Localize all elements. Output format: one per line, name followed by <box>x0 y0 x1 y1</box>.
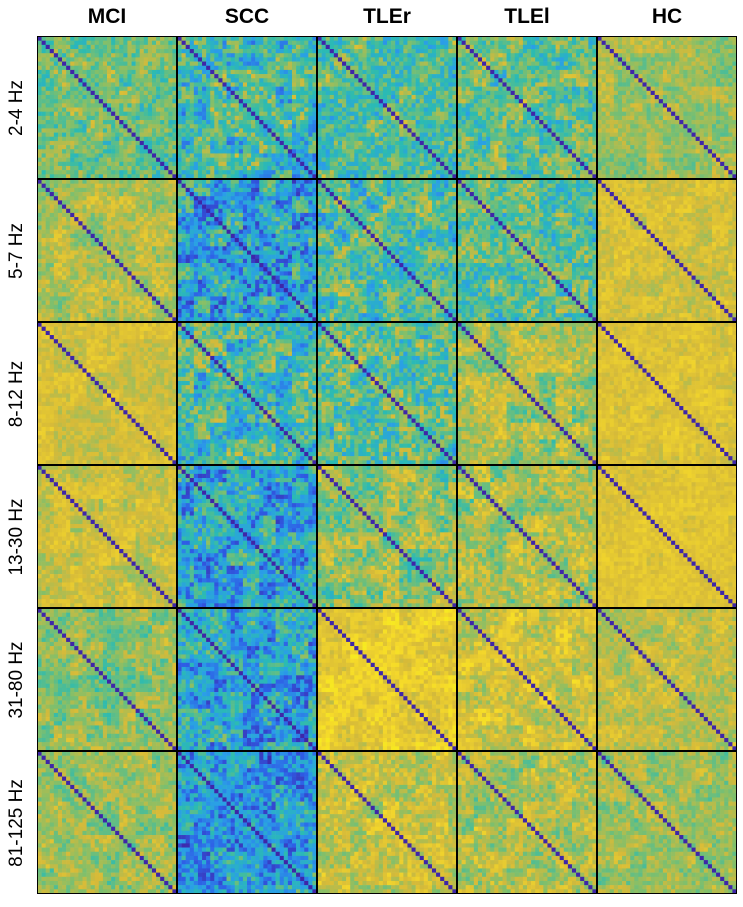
matrix-tlel-2 <box>458 323 597 465</box>
matrix-tler-2 <box>318 323 457 465</box>
column-title-scc: SCC <box>177 2 317 32</box>
matrix-mci-3 <box>38 466 177 608</box>
matrix-tlel-0 <box>458 37 597 179</box>
column-title-mci: MCI <box>37 2 177 32</box>
matrix-mci-1 <box>38 180 177 322</box>
matrix-tlel-3 <box>458 466 597 608</box>
matrix-tler-1 <box>318 180 457 322</box>
matrix-scc-1 <box>178 180 317 322</box>
matrix-hc-3 <box>598 466 737 608</box>
matrix-mci-4 <box>38 609 177 751</box>
row-label-4: 31-80 Hz <box>6 641 28 718</box>
matrix-tlel-1 <box>458 180 597 322</box>
matrix-hc-4 <box>598 609 737 751</box>
matrix-tlel-5 <box>458 752 597 894</box>
matrix-tler-3 <box>318 466 457 608</box>
row-label-0: 2-4 Hz <box>6 80 28 136</box>
matrix-mci-5 <box>38 752 177 894</box>
matrix-scc-5 <box>178 752 317 894</box>
column-title-hc: HC <box>597 2 737 32</box>
column-title-tlel: TLEl <box>457 2 597 32</box>
matrix-tler-5 <box>318 752 457 894</box>
matrix-hc-5 <box>598 752 737 894</box>
matrix-tler-0 <box>318 37 457 179</box>
matrix-scc-4 <box>178 609 317 751</box>
row-label-5: 81-125 Hz <box>6 779 28 867</box>
matrix-mci-2 <box>38 323 177 465</box>
matrix-mci-0 <box>38 37 177 179</box>
column-title-tler: TLEr <box>317 2 457 32</box>
row-label-3: 13-30 Hz <box>6 498 28 575</box>
matrix-scc-2 <box>178 323 317 465</box>
matrix-tlel-4 <box>458 609 597 751</box>
matrix-scc-0 <box>178 37 317 179</box>
matrix-hc-2 <box>598 323 737 465</box>
matrix-tler-4 <box>318 609 457 751</box>
matrix-scc-3 <box>178 466 317 608</box>
matrix-hc-1 <box>598 180 737 322</box>
connectivity-matrix-grid <box>37 36 738 895</box>
matrix-hc-0 <box>598 37 737 179</box>
row-label-2: 8-12 Hz <box>6 360 28 427</box>
row-label-1: 5-7 Hz <box>6 223 28 279</box>
